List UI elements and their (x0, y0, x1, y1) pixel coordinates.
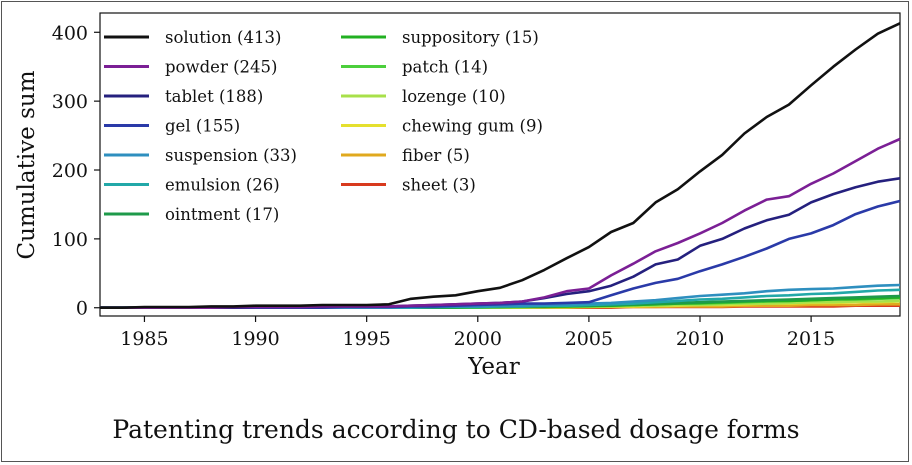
plot-area (99, 12, 901, 317)
legend-label: solution (413) (165, 28, 281, 47)
y-axis-label: Cumulative sum (14, 70, 40, 259)
x-axis-label: Year (467, 354, 520, 380)
y-tick-label: 300 (52, 91, 88, 113)
line-chart: 1985 1990 1995 2000 2005 2010 2015 0 100 200 300 4… (14, 12, 901, 380)
x-tick-label: 1990 (231, 328, 279, 350)
legend-label: tablet (188) (165, 87, 263, 106)
x-tick-label: 2015 (787, 328, 835, 350)
x-tick-label: 1995 (342, 328, 390, 350)
legend-label: gel (155) (165, 117, 240, 136)
legend-label: sheet (3) (402, 176, 476, 195)
series-lines (100, 22, 901, 310)
x-tick-label: 2005 (565, 328, 613, 350)
x-axis-ticks: 1985 1990 1995 2000 2005 2010 2015 (120, 316, 835, 350)
figure-caption: Patenting trends according to CD-based d… (112, 415, 800, 444)
y-tick-label: 0 (76, 298, 88, 320)
y-axis-ticks: 0 100 200 300 400 (52, 22, 100, 320)
series-line (100, 22, 901, 310)
legend-label: chewing gum (9) (402, 117, 543, 136)
x-tick-label: 2010 (676, 328, 724, 350)
legend-label: suspension (33) (165, 146, 297, 165)
y-tick-label: 100 (52, 229, 88, 251)
legend-label: emulsion (26) (165, 176, 280, 195)
legend-label: fiber (5) (402, 146, 470, 165)
legend-label: lozenge (10) (402, 87, 506, 106)
x-tick-label: 1985 (120, 328, 168, 350)
legend: solution (413) powder (245) tablet (188) ge… (104, 28, 543, 224)
legend-label: suppository (15) (402, 28, 539, 47)
y-tick-label: 400 (52, 22, 88, 44)
x-tick-label: 2000 (454, 328, 502, 350)
legend-label: powder (245) (165, 58, 277, 77)
y-tick-label: 200 (52, 160, 88, 182)
legend-label: ointment (17) (165, 205, 279, 224)
legend-label: patch (14) (402, 58, 488, 77)
